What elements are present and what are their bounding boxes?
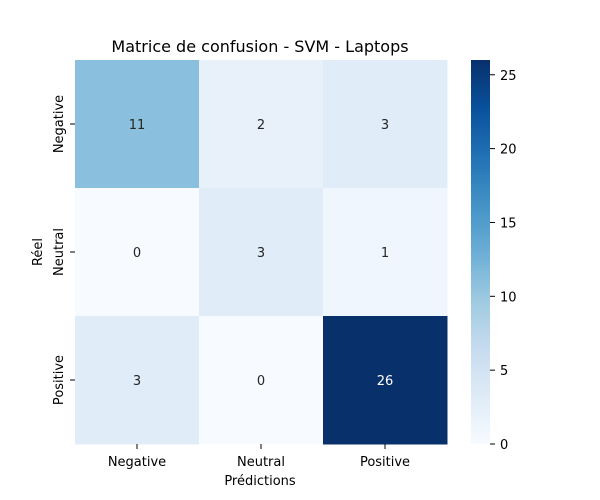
y-tick-label: Negative xyxy=(52,95,67,153)
heatmap-cell xyxy=(323,188,448,317)
colorbar xyxy=(471,60,490,444)
y-tick-label: Neutral xyxy=(52,228,67,276)
colorbar-tick-label: 25 xyxy=(500,69,517,84)
heatmap-cell xyxy=(199,188,324,317)
x-tick-label: Negative xyxy=(108,455,166,470)
cell-value-label: 3 xyxy=(133,374,141,389)
y-axis-label: Réel xyxy=(31,238,46,266)
cell-value-label: 0 xyxy=(257,374,265,389)
heatmap-cell xyxy=(75,188,200,317)
heatmap-cell xyxy=(323,60,448,189)
colorbar-tick-label: 5 xyxy=(500,364,508,379)
heatmap-cell xyxy=(75,316,200,445)
y-axis-ticks: Negative Neutral Positive xyxy=(52,95,75,405)
cell-value-label: 0 xyxy=(133,246,141,261)
heatmap-cell xyxy=(75,60,200,189)
y-tick-label: Positive xyxy=(52,355,67,405)
heatmap-cell xyxy=(199,316,324,445)
heatmap-cell xyxy=(323,316,448,445)
x-axis-ticks: Negative Neutral Positive xyxy=(108,444,410,470)
x-tick-label: Neutral xyxy=(237,455,285,470)
cell-value-label: 26 xyxy=(377,374,394,389)
heatmap-cells xyxy=(75,60,448,445)
colorbar-ticks: 0 5 10 15 20 25 xyxy=(490,69,517,453)
cell-value-label: 1 xyxy=(381,246,389,261)
colorbar-tick-label: 0 xyxy=(500,438,508,453)
colorbar-tick-label: 10 xyxy=(500,290,517,305)
colorbar-tick-label: 20 xyxy=(500,143,517,158)
x-axis-label: Prédictions xyxy=(224,474,296,489)
heatmap-cell xyxy=(199,60,324,189)
cell-value-label: 2 xyxy=(257,118,265,133)
cell-value-label: 3 xyxy=(257,246,265,261)
heatmap-cell-labels: 11 2 3 0 3 1 3 0 26 xyxy=(129,118,394,389)
chart-title: Matrice de confusion - SVM - Laptops xyxy=(111,37,408,56)
colorbar-tick-label: 15 xyxy=(500,216,517,231)
cell-value-label: 11 xyxy=(129,118,146,133)
x-tick-label: Positive xyxy=(360,455,410,470)
cell-value-label: 3 xyxy=(381,118,389,133)
